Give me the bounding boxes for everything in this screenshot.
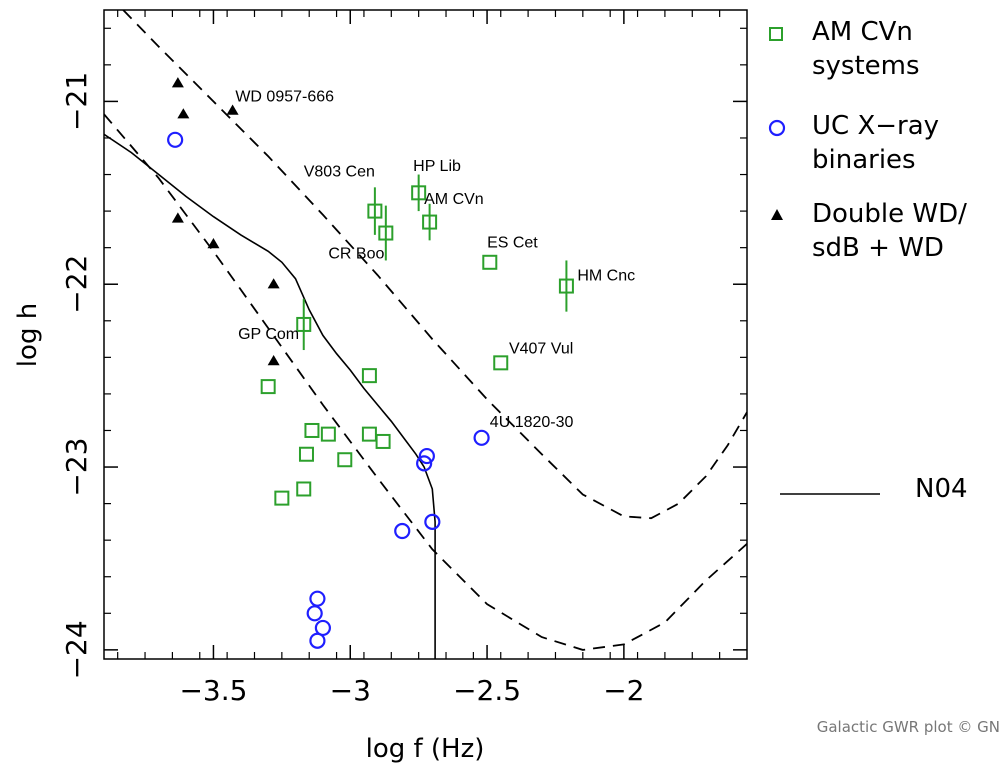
am-cvn-point bbox=[296, 316, 312, 332]
legend-square-icon bbox=[769, 27, 783, 41]
legend-circle-icon bbox=[768, 119, 786, 137]
y-axis-title: log h bbox=[13, 303, 43, 367]
legend-label: systems bbox=[812, 51, 920, 81]
source-label: AM CVn bbox=[424, 191, 484, 208]
double-wd-point bbox=[177, 108, 190, 119]
am-cvn-point bbox=[274, 490, 290, 506]
uc-xray-point bbox=[473, 429, 490, 446]
uc-xray-point bbox=[309, 590, 326, 607]
source-label: CR Boo bbox=[328, 246, 384, 263]
double-wd-point bbox=[267, 278, 280, 289]
legend: AM CVn systems UC X−ray binaries Double WD/s… bbox=[768, 17, 968, 504]
am-cvn-point bbox=[367, 203, 383, 219]
am-cvn-point bbox=[361, 368, 377, 384]
legend-label: Double WD/ bbox=[812, 199, 967, 229]
am-cvn-point bbox=[422, 214, 438, 230]
credit-text: Galactic GWR plot © GN bbox=[817, 718, 1000, 736]
source-label: 4U 1820-30 bbox=[490, 414, 574, 431]
axis-ticks: −3.5 −3 −2.5 −2 −21 −22 −23 −24 bbox=[60, 10, 747, 707]
am-cvn-point bbox=[378, 225, 394, 241]
source-label: HM Cnc bbox=[577, 268, 635, 285]
am-cvn-point bbox=[411, 185, 427, 201]
n04-curve bbox=[104, 133, 436, 659]
am-cvn-point bbox=[361, 426, 377, 442]
am-cvn-point bbox=[260, 379, 276, 395]
legend-label: binaries bbox=[812, 145, 916, 175]
double-wd-point bbox=[267, 355, 280, 366]
source-label: WD 0957-666 bbox=[235, 88, 334, 105]
am-cvn-point bbox=[482, 254, 498, 270]
uc-xray-point bbox=[306, 605, 323, 622]
double-wd-point bbox=[226, 104, 239, 115]
am-cvn-point bbox=[296, 481, 312, 497]
legend-label: AM CVn bbox=[812, 17, 913, 47]
am-cvn-point bbox=[298, 446, 314, 462]
upper-dashed-curve bbox=[122, 10, 747, 520]
uc-xray-point bbox=[167, 131, 184, 148]
double-wd-point bbox=[171, 77, 184, 88]
x-tick-label: −2 bbox=[603, 674, 644, 707]
legend-label: N04 bbox=[915, 474, 968, 504]
plot-frame bbox=[103, 9, 748, 660]
am-cvn-point bbox=[304, 422, 320, 438]
x-tick-label: −3.5 bbox=[179, 674, 247, 707]
uc-xray-point bbox=[424, 513, 441, 530]
am-cvn-point bbox=[558, 278, 574, 294]
x-tick-label: −3 bbox=[330, 674, 371, 707]
uc-xray-point bbox=[394, 522, 411, 540]
source-label: HP Lib bbox=[413, 158, 461, 175]
uc-xray-point bbox=[416, 455, 433, 472]
uc-xray-point bbox=[418, 447, 435, 465]
double-wd-point bbox=[171, 212, 184, 223]
source-label: ES Cet bbox=[487, 235, 538, 252]
source-label: V803 Cen bbox=[304, 163, 375, 180]
lower-dashed-curve bbox=[104, 113, 747, 651]
x-axis-title: log f (Hz) bbox=[366, 734, 485, 764]
uc-xray-point bbox=[309, 632, 326, 649]
y-tick-label: −22 bbox=[60, 255, 93, 314]
x-tick-label: −2.5 bbox=[453, 674, 521, 707]
legend-triangle-icon bbox=[771, 209, 783, 220]
am-cvn-point bbox=[337, 452, 353, 468]
y-tick-label: −24 bbox=[60, 620, 93, 679]
annotations: WD 0957-666 V803 Cen HP Lib AM CVn CR Boo ES … bbox=[235, 88, 635, 430]
data-points bbox=[167, 77, 574, 649]
y-tick-label: −23 bbox=[60, 437, 93, 496]
curves bbox=[104, 10, 747, 659]
source-label: V407 Vul bbox=[509, 341, 573, 358]
am-cvn-point bbox=[375, 433, 391, 449]
source-label: GP Com bbox=[238, 326, 299, 343]
legend-label: UC X−ray bbox=[812, 111, 939, 141]
legend-label: sdB + WD bbox=[812, 233, 944, 263]
am-cvn-point bbox=[493, 355, 509, 371]
double-wd-point bbox=[207, 238, 220, 249]
y-tick-label: −21 bbox=[60, 72, 93, 131]
am-cvn-point bbox=[320, 426, 336, 442]
